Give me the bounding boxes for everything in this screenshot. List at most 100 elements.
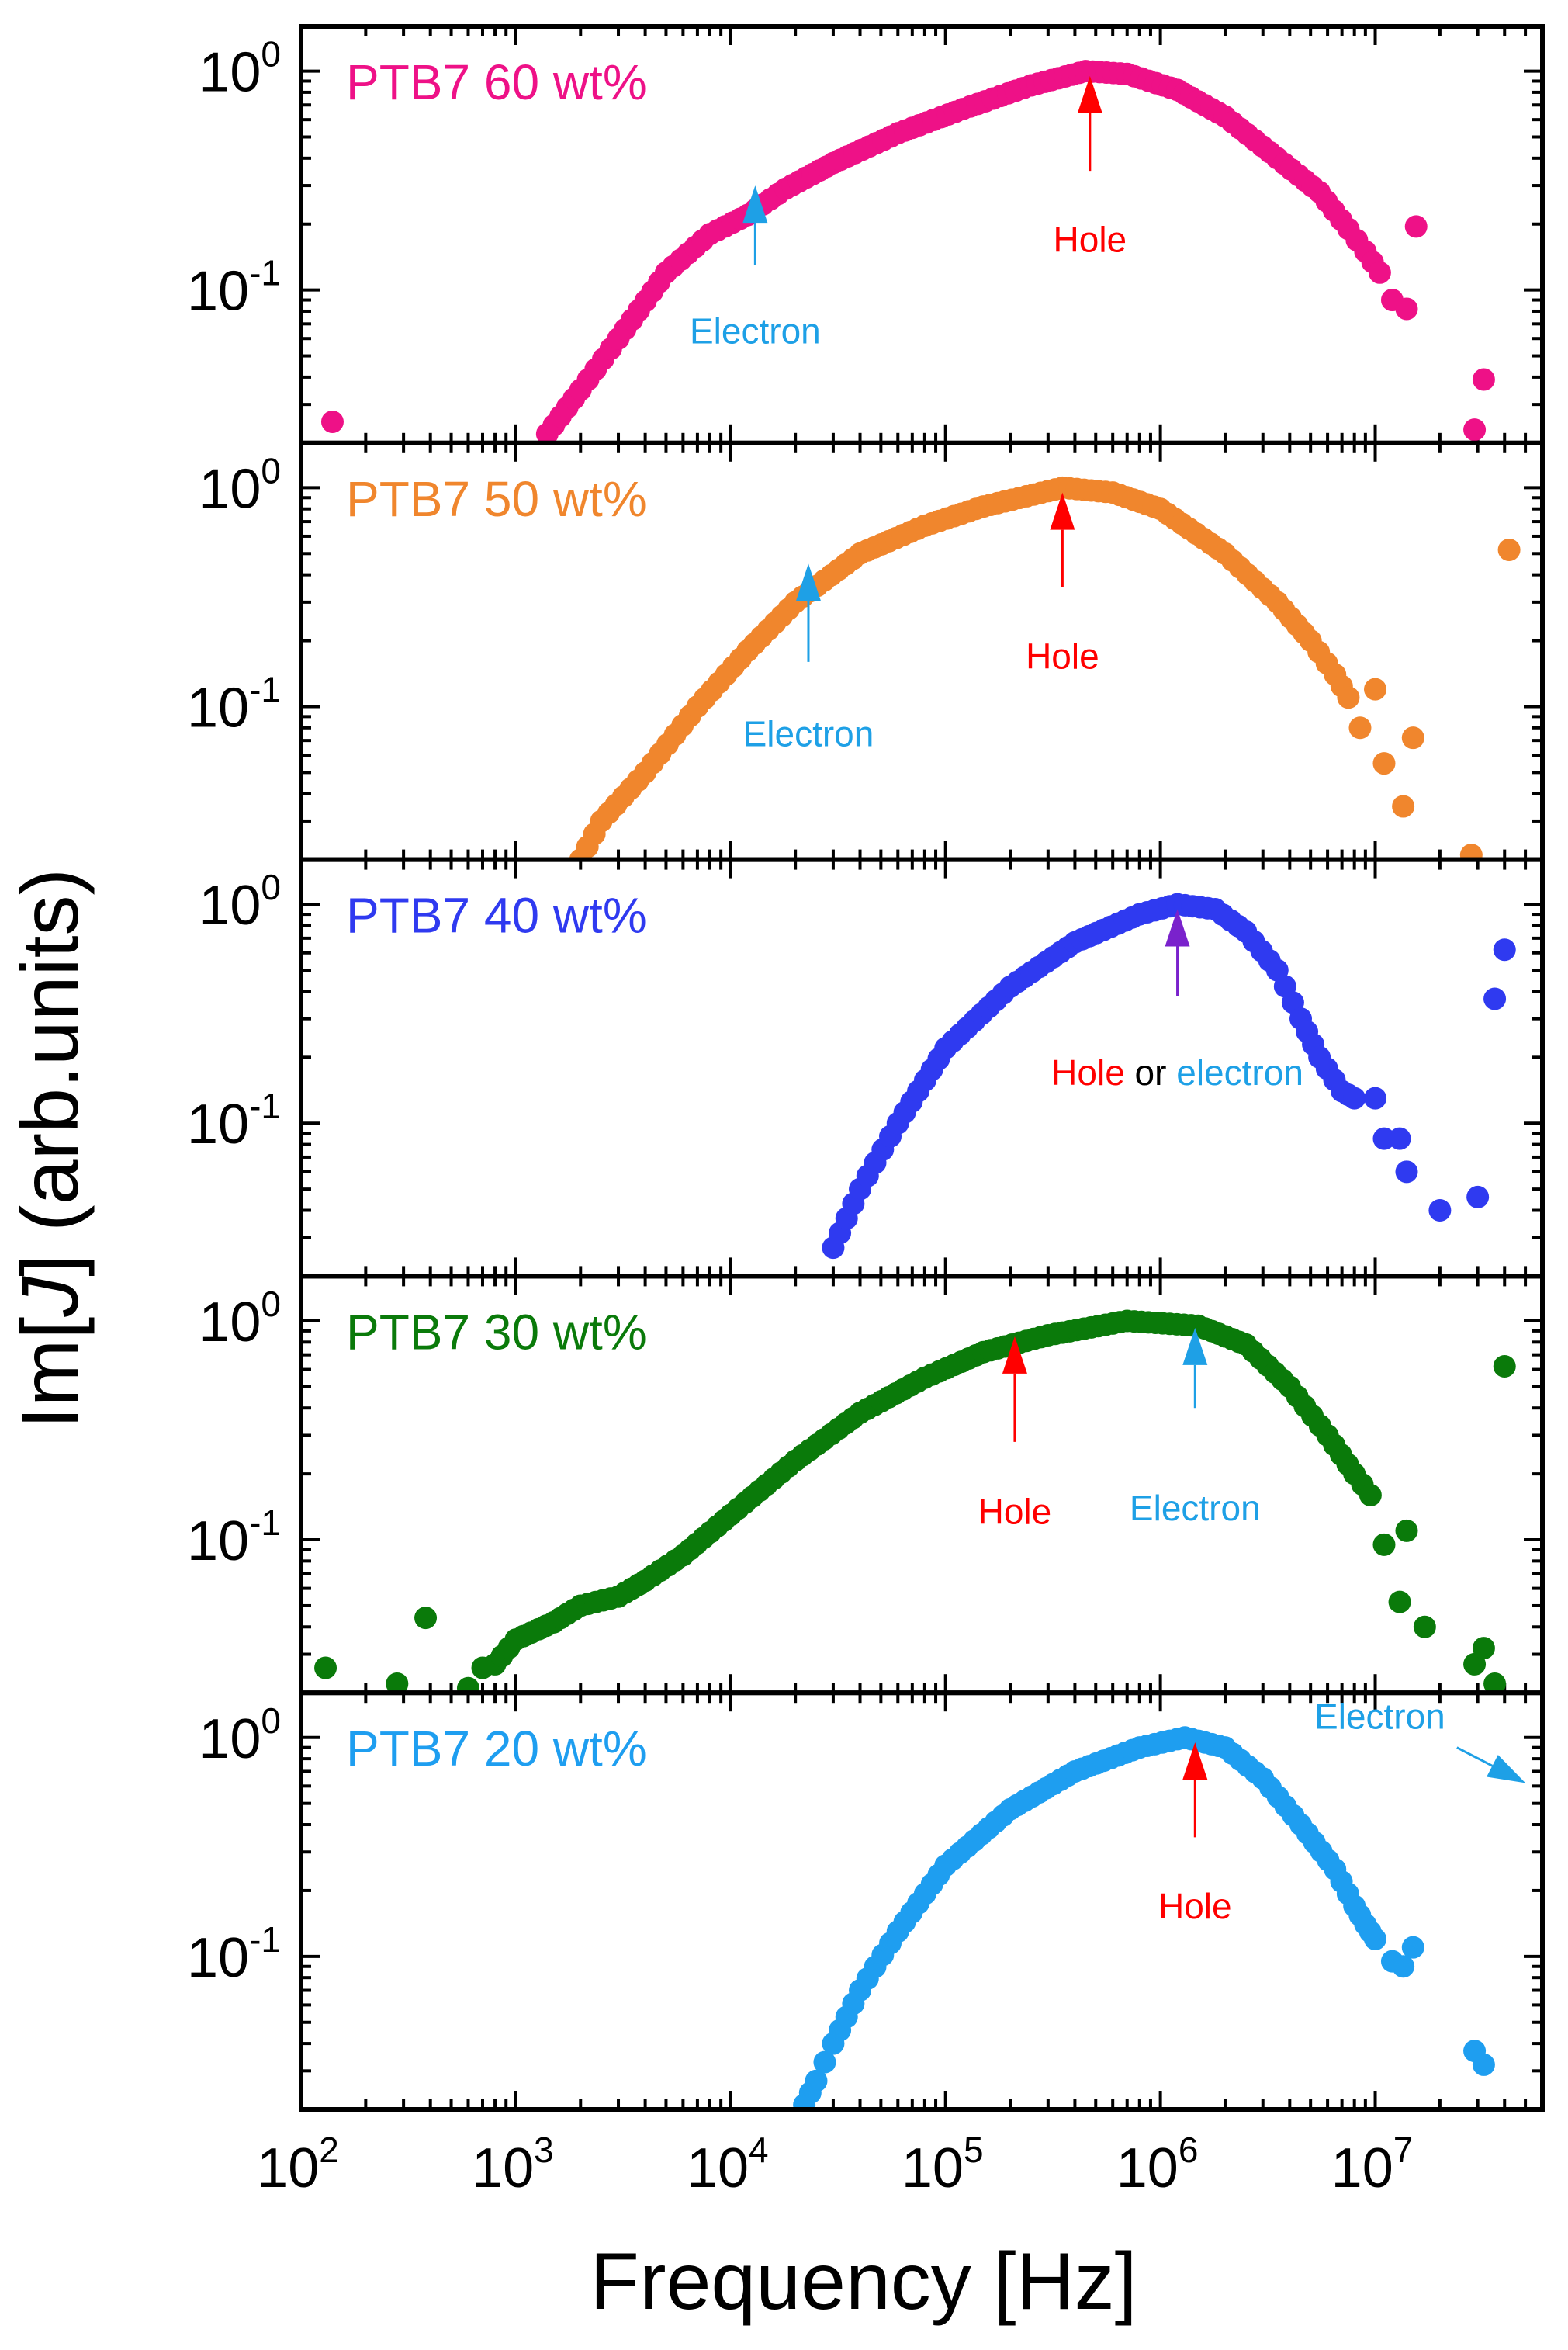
y-tick-label: 100 bbox=[199, 450, 281, 520]
series-markers bbox=[793, 1726, 1495, 2109]
y-tick-label: 100 bbox=[199, 1284, 281, 1354]
data-point bbox=[1497, 538, 1521, 561]
y-tick-label: 10-1 bbox=[187, 669, 281, 739]
series-markers bbox=[822, 893, 1516, 1260]
panel-4: 100 10-1 PTB7 30 wt% Hole Electron bbox=[187, 1274, 1545, 1696]
data-point bbox=[1372, 1127, 1396, 1150]
panel-3: 100 10-1 PTB7 40 wt% Hole or electron bbox=[187, 857, 1545, 1279]
annotation: Hole or electron bbox=[1051, 909, 1303, 1093]
panel-label: PTB7 60 wt% bbox=[346, 54, 647, 110]
y-tick-label: 10-1 bbox=[187, 253, 281, 323]
annotation-arrow-head bbox=[1487, 1755, 1526, 1783]
data-point bbox=[1392, 795, 1415, 818]
data-point bbox=[1359, 1483, 1382, 1506]
data-point bbox=[1364, 678, 1387, 701]
data-point bbox=[1401, 726, 1424, 750]
data-point bbox=[1483, 987, 1507, 1010]
data-point bbox=[1348, 716, 1372, 740]
x-tick-label: 103 bbox=[472, 2130, 554, 2199]
annotation-arrow-head bbox=[1182, 1742, 1208, 1780]
data-point bbox=[386, 1672, 409, 1693]
data-point bbox=[1463, 418, 1487, 442]
annotation-label: Hole bbox=[1054, 220, 1127, 260]
data-point bbox=[1364, 1928, 1387, 1951]
series-markers bbox=[320, 60, 1495, 443]
annotation-label: Hole bbox=[978, 1491, 1052, 1531]
data-point bbox=[1395, 297, 1418, 321]
annotation-arrow-head bbox=[795, 563, 821, 601]
annotation: Hole bbox=[978, 1336, 1052, 1531]
panel-label: PTB7 50 wt% bbox=[346, 471, 647, 527]
data-point bbox=[414, 1607, 438, 1630]
data-point bbox=[1472, 1637, 1495, 1660]
data-point bbox=[1459, 844, 1483, 860]
annotation-arrow-head bbox=[1002, 1336, 1027, 1374]
data-point bbox=[1472, 368, 1495, 391]
x-tick-label: 106 bbox=[1116, 2130, 1199, 2199]
panel-label: PTB7 40 wt% bbox=[346, 888, 647, 944]
y-tick-label: 100 bbox=[199, 867, 281, 937]
x-axis-label: Frequency [Hz] bbox=[590, 2237, 1137, 2327]
panel-5: 100 10-1 PTB7 20 wt% Hole Electron bbox=[187, 1690, 1545, 2112]
panel-label: PTB7 30 wt% bbox=[346, 1304, 647, 1360]
panel-label: PTB7 20 wt% bbox=[346, 1721, 647, 1776]
data-point bbox=[1401, 1936, 1424, 1959]
data-point bbox=[1413, 1615, 1436, 1638]
annotation-label: Electron bbox=[690, 310, 821, 351]
data-point bbox=[1493, 1355, 1516, 1378]
y-tick-label: 100 bbox=[199, 1700, 281, 1770]
data-point bbox=[1368, 261, 1391, 284]
data-point bbox=[1483, 1672, 1507, 1693]
data-point bbox=[314, 1656, 337, 1679]
data-point bbox=[456, 1676, 479, 1693]
x-tick-label: 105 bbox=[902, 2130, 984, 2199]
annotation-arrow-shaft bbox=[1456, 1746, 1494, 1767]
data-point bbox=[320, 410, 344, 433]
annotation-arrow-head bbox=[1050, 492, 1075, 530]
annotation: Hole bbox=[1054, 75, 1127, 260]
panel-1: 100 10-1 PTB7 60 wt% Electron Hole bbox=[187, 24, 1545, 445]
annotation-label: Electron bbox=[1314, 1696, 1445, 1736]
data-point bbox=[1372, 1533, 1396, 1556]
annotation-label: Hole bbox=[1026, 636, 1099, 676]
x-tick-label: 107 bbox=[1331, 2130, 1414, 2199]
annotation-label: Electron bbox=[1130, 1488, 1261, 1528]
data-point bbox=[1364, 1087, 1387, 1110]
data-point bbox=[1428, 1198, 1452, 1222]
x-tick-label: 102 bbox=[257, 2130, 339, 2199]
annotation-label: Hole bbox=[1158, 1886, 1232, 1926]
annotation-label: Hole or electron bbox=[1051, 1052, 1303, 1093]
data-point bbox=[1388, 1590, 1411, 1613]
data-point bbox=[1395, 1519, 1418, 1542]
y-tick-label: 10-1 bbox=[187, 1919, 281, 1989]
data-point bbox=[805, 2069, 828, 2092]
annotation-label: Electron bbox=[743, 714, 874, 754]
annotation: Electron bbox=[1130, 1327, 1261, 1528]
annotation-arrow-head bbox=[1182, 1327, 1208, 1365]
data-point bbox=[1404, 215, 1428, 238]
data-point bbox=[1337, 686, 1360, 709]
plot-area: 100 10-1 PTB7 60 wt% Electron Hole 100 10-1 PTB… bbox=[187, 24, 1545, 2199]
panel-frame bbox=[299, 1690, 1545, 2112]
series-markers bbox=[314, 1309, 1516, 1693]
data-point bbox=[1472, 2053, 1495, 2076]
annotation-arrow-head bbox=[1165, 909, 1190, 947]
annotation-arrow-head bbox=[1077, 75, 1102, 113]
x-tick-labels: 102 103 104 105 106 107 bbox=[257, 2130, 1413, 2199]
y-tick-label: 100 bbox=[199, 34, 281, 104]
data-point bbox=[1466, 1185, 1490, 1208]
x-tick-label: 104 bbox=[687, 2130, 769, 2199]
series-markers bbox=[569, 476, 1521, 860]
annotation: Hole bbox=[1026, 492, 1099, 676]
annotation: Electron bbox=[743, 563, 874, 754]
data-point bbox=[1388, 1127, 1411, 1150]
y-tick-label: 10-1 bbox=[187, 1503, 281, 1572]
annotation: Hole bbox=[1158, 1742, 1232, 1926]
annotation-arrow-head bbox=[742, 185, 768, 224]
data-point bbox=[813, 2050, 836, 2074]
data-point bbox=[1493, 938, 1516, 962]
annotation: Electron bbox=[690, 185, 821, 351]
panel-2: 100 10-1 PTB7 50 wt% Electron Hole bbox=[187, 440, 1545, 862]
data-point bbox=[1343, 1087, 1366, 1110]
